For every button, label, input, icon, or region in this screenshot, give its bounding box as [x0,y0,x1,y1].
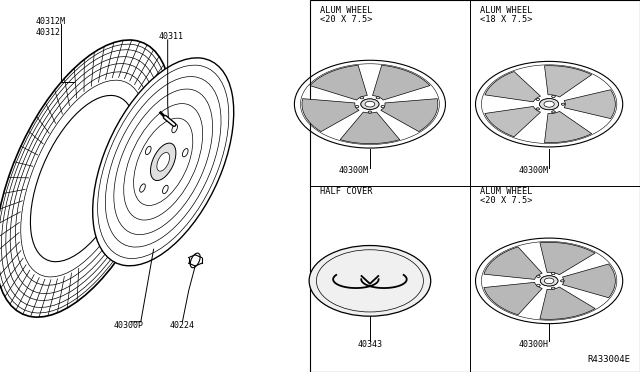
Circle shape [545,278,554,283]
Bar [310,0,640,372]
Polygon shape [564,90,615,119]
Circle shape [365,101,375,107]
Circle shape [376,97,380,99]
Circle shape [355,106,359,108]
Circle shape [552,272,555,275]
Ellipse shape [172,124,177,133]
Circle shape [540,99,559,110]
Text: 40224: 40224 [170,321,195,330]
Circle shape [540,276,558,286]
Polygon shape [545,66,592,97]
Polygon shape [484,247,542,279]
Circle shape [536,108,540,110]
Polygon shape [545,111,592,142]
Circle shape [544,101,554,107]
Circle shape [536,284,540,286]
Circle shape [536,275,540,278]
Circle shape [552,111,556,113]
Circle shape [361,99,379,109]
Polygon shape [310,65,367,100]
Text: ALUM WHEEL: ALUM WHEEL [480,187,532,196]
Circle shape [544,101,554,107]
Ellipse shape [31,96,136,262]
Ellipse shape [93,58,234,266]
Circle shape [561,280,564,282]
Circle shape [361,99,379,109]
Circle shape [381,106,385,108]
Ellipse shape [190,253,200,268]
Text: R433004E: R433004E [588,355,630,364]
Circle shape [368,111,372,113]
Polygon shape [540,287,595,319]
Ellipse shape [182,148,188,157]
Ellipse shape [145,146,151,155]
Circle shape [552,273,555,275]
Ellipse shape [157,153,170,171]
Polygon shape [563,264,615,298]
Circle shape [537,285,540,286]
Text: 40300H: 40300H [518,340,548,349]
Circle shape [540,99,559,110]
Ellipse shape [150,143,176,180]
Polygon shape [302,99,359,132]
Circle shape [368,111,372,113]
Circle shape [536,98,540,100]
Circle shape [561,280,564,282]
Text: 40343: 40343 [357,340,383,349]
Polygon shape [540,243,595,275]
Circle shape [536,99,540,100]
Circle shape [545,278,554,283]
Text: ALUM WHEEL: ALUM WHEEL [320,6,372,15]
Ellipse shape [140,184,145,192]
Ellipse shape [163,185,168,193]
Text: 40300P: 40300P [114,321,144,330]
Circle shape [355,106,358,108]
Text: 40300M: 40300M [518,166,548,175]
Polygon shape [372,65,430,100]
Circle shape [552,287,555,289]
Polygon shape [484,282,542,315]
Circle shape [309,246,431,316]
Text: 40312M: 40312M [35,17,65,26]
Circle shape [561,103,565,105]
Circle shape [552,111,555,113]
Text: ALUM WHEEL: ALUM WHEEL [480,6,532,15]
Circle shape [552,287,555,289]
Circle shape [360,97,364,99]
Circle shape [536,108,540,110]
Text: 40311: 40311 [158,32,183,41]
Circle shape [561,103,564,105]
Circle shape [376,97,380,99]
Polygon shape [381,99,438,132]
Circle shape [537,275,540,277]
Text: 40312: 40312 [35,28,60,37]
Text: <20 X 7.5>: <20 X 7.5> [480,196,532,205]
Text: HALF COVER: HALF COVER [320,187,372,196]
Text: <18 X 7.5>: <18 X 7.5> [480,15,532,24]
Text: 40300M: 40300M [339,166,369,175]
Circle shape [360,97,364,99]
Circle shape [552,96,555,97]
Polygon shape [340,112,400,144]
Circle shape [381,106,385,108]
Circle shape [365,101,375,107]
Polygon shape [485,71,541,102]
Polygon shape [485,106,541,137]
Circle shape [552,95,556,97]
Text: <20 X 7.5>: <20 X 7.5> [320,15,372,24]
Circle shape [540,276,558,286]
